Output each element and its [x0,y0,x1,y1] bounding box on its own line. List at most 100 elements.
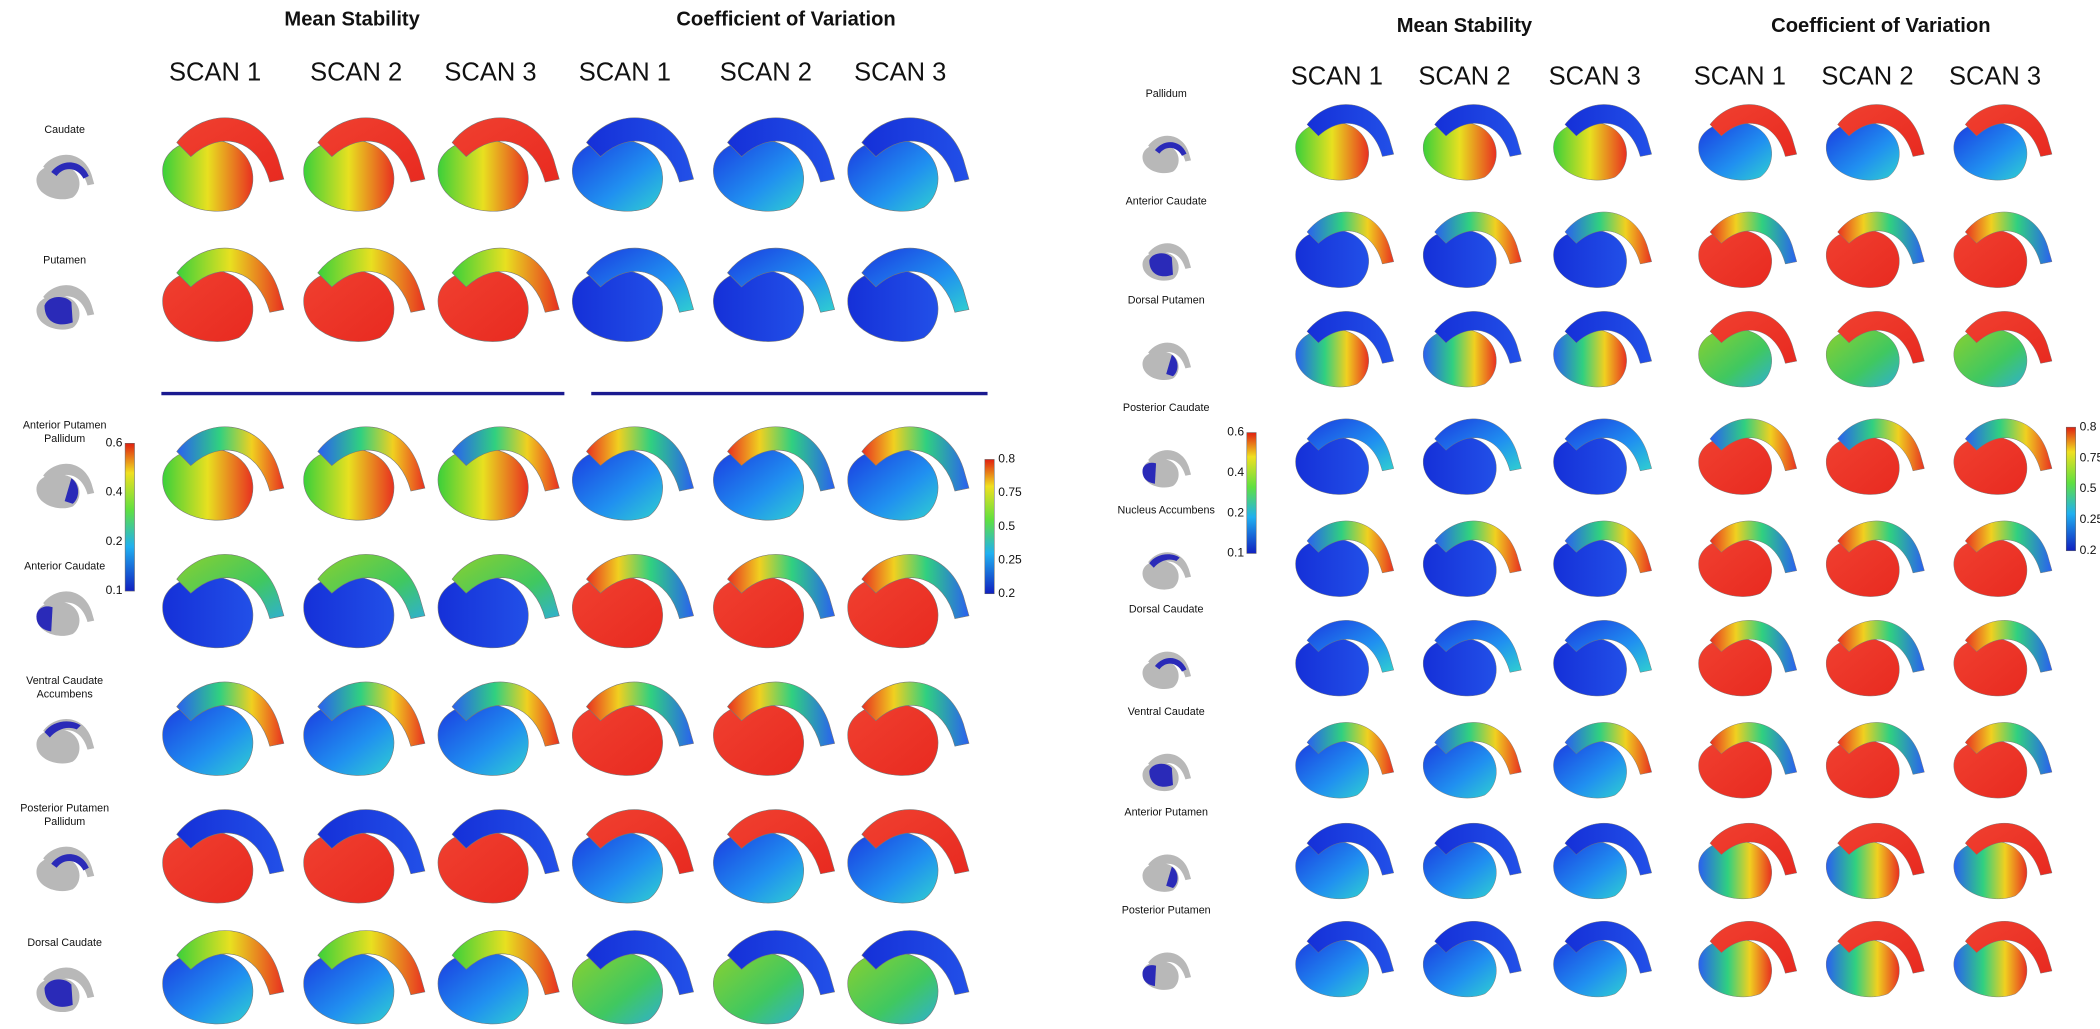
striatum-map [1953,104,2053,181]
striatum-tail [1434,520,1522,574]
striatum-map [437,930,560,1025]
striatum-body [1422,121,1497,181]
striatum-map [847,930,970,1025]
striatum-body [572,830,663,904]
striatum-body [1825,538,1900,597]
striatum-map [1953,722,2053,799]
striatum-map [1953,823,2053,900]
region-thumbnail [1142,243,1192,281]
scan-label: SCAN 1 [579,59,671,87]
striatum-body [713,269,804,342]
striatum-body [303,951,395,1025]
striatum-map [1422,311,1522,388]
striatum-body [1422,938,1497,998]
striatum-tail [1306,823,1395,876]
thumb-tail [1148,753,1192,780]
striatum-body [162,269,254,342]
thumb-region [44,979,73,1007]
striatum-tail [727,809,836,875]
striatum-tail [586,554,694,619]
region-thumbnail [1142,753,1192,792]
region-thumbnail [1142,342,1192,381]
colorbar-tick-label: 0.1 [1227,546,1244,560]
striatum-body [1953,538,2028,597]
striatum-map [1422,823,1522,900]
striatum-body [713,703,804,776]
striatum-tail [1434,418,1522,472]
striatum-body [847,139,939,212]
colorbar [2065,426,2076,552]
striatum-map [437,426,560,521]
striatum-tail [1964,104,2053,157]
striatum-map [847,247,970,342]
panel-header: Mean Stability [284,8,420,30]
striatum-map [572,426,694,521]
striatum-map [1422,418,1522,495]
striatum-map [1553,104,1652,181]
thumb-region [1154,657,1187,672]
region-label: Dorsal Caudate [27,937,102,949]
striatum-body [1953,121,2028,181]
colorbar-tick-label: 0.75 [998,485,1022,499]
striatum-tail [176,809,285,875]
striatum-map [1825,823,1925,900]
striatum-map [1698,921,1798,998]
striatum-map [1422,104,1522,181]
region-label: Posterior Putamen [20,803,109,815]
striatum-map [1825,418,1925,495]
striatum-body [437,575,529,648]
striatum-map [437,554,560,648]
striatum-tail [1709,620,1798,673]
colorbar-tick-label: 0.8 [2080,419,2097,433]
striatum-tail [1837,823,1925,876]
striatum-body [1553,739,1627,799]
region-thumbnail [1142,854,1192,892]
striatum-tail [451,554,560,619]
scan-label: SCAN 2 [310,59,402,87]
region-thumbnail [36,967,95,1013]
striatum-map [572,117,694,212]
striatum-tail [1964,311,2053,364]
striatum-tail [861,809,970,875]
striatum-body [1825,121,1900,181]
striatum-body [713,575,804,648]
striatum-body [1953,328,2028,388]
striatum-tail [451,247,560,313]
colorbar [1246,432,1257,554]
striatum-tail [317,554,426,619]
scan-label: SCAN 2 [1418,63,1510,91]
striatum-map [1953,520,2053,597]
colorbar-tick-label: 0.8 [998,452,1015,466]
region-label: Caudate [44,124,85,136]
panel-header: Coefficient of Variation [676,8,895,30]
striatum-body [1422,739,1497,799]
striatum-map [1825,211,1925,288]
striatum-body [1295,229,1369,288]
region-thumbnail [1142,651,1192,689]
striatum-tail [1434,104,1522,157]
region-label: Pallidum [44,433,85,445]
panel-header: Mean Stability [1397,15,1533,37]
striatum-map [1295,722,1395,799]
striatum-map [1422,921,1522,998]
striatum-map [1422,211,1522,288]
striatum-map [713,117,836,212]
striatum-tail [317,117,426,183]
striatum-map [1295,418,1395,495]
striatum-body [1825,637,1900,697]
striatum-tail [1837,722,1925,775]
striatum-body [437,269,529,342]
striatum-body [1295,840,1369,900]
thumb-region [1142,462,1157,484]
striatum-tail [1709,418,1798,472]
striatum-map [1825,921,1925,998]
thumb-region [44,721,81,738]
striatum-body [1295,637,1369,697]
striatum-body [847,830,939,904]
striatum-body [572,951,663,1025]
region-label: Dorsal Caudate [1129,604,1204,616]
thumb-body [1142,560,1179,590]
region-label: Anterior Caudate [1126,195,1207,207]
striatum-body [303,703,395,776]
striatum-tail [1306,921,1395,974]
